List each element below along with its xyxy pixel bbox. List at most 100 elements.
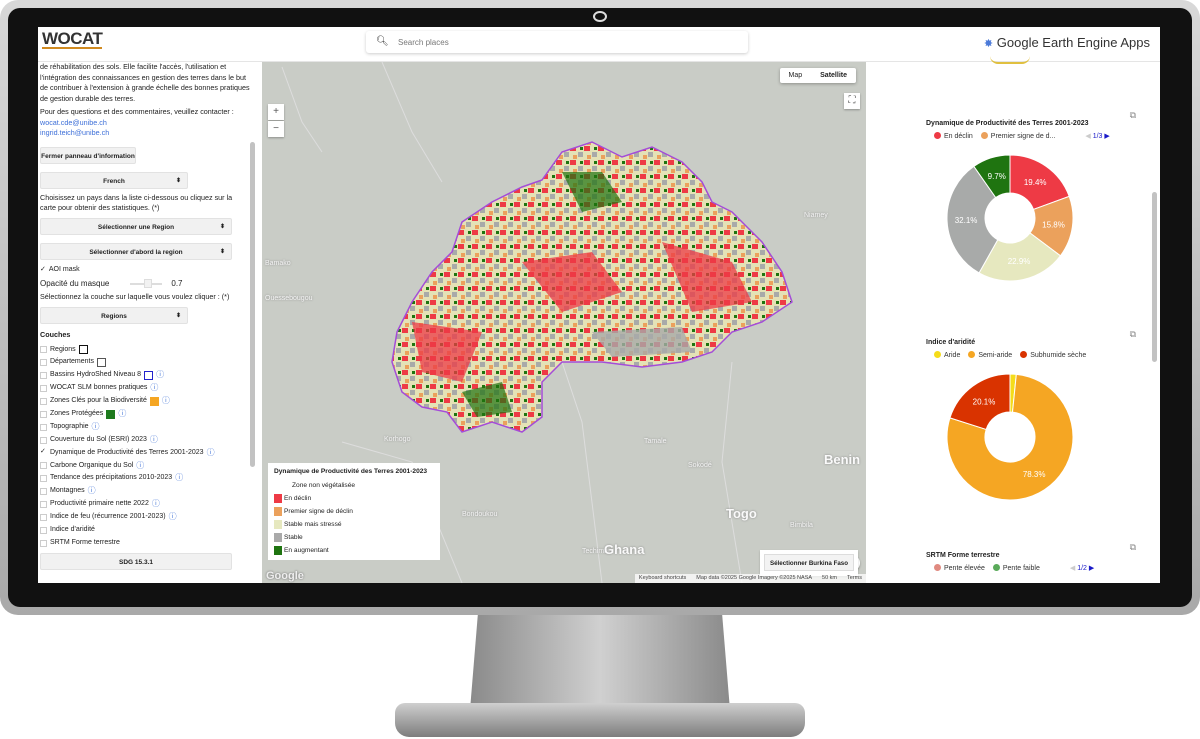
info-icon[interactable]: ⓘ [149, 434, 158, 444]
checkbox[interactable] [40, 436, 47, 444]
checkbox[interactable] [40, 526, 47, 534]
layer-item[interactable]: ✓ Dynamique de Productivité des Terres 20… [40, 447, 250, 460]
open-chart-external-icon[interactable]: ⧉ [1129, 542, 1136, 552]
sdg-button[interactable]: SDG 15.3.1 [40, 552, 232, 570]
subregion-select[interactable]: Sélectionner d'abord la region ⬍ [40, 242, 232, 260]
layer-item[interactable]: Zones Clés pour la Biodiversité ⓘ [40, 395, 250, 408]
info-icon[interactable]: ⓘ [206, 447, 215, 457]
layer-item[interactable]: Regions [40, 343, 250, 356]
next-page-icon[interactable]: ▶ [1104, 133, 1110, 140]
legend-pager[interactable]: ◀ 1/2 ▶ [1070, 564, 1094, 572]
info-icon[interactable]: ⓘ [91, 421, 100, 431]
checkbox[interactable] [40, 423, 47, 431]
layer-item[interactable]: Montagnes ⓘ [40, 485, 250, 498]
layer-item[interactable]: SRTM Forme terrestre [40, 537, 250, 550]
email-link[interactable]: wocat.cde@unibe.ch [40, 117, 107, 127]
language-select[interactable]: French ⬍ [40, 171, 188, 189]
email-link[interactable]: ingrid.teich@unibe.ch [40, 128, 110, 137]
chart-title: Dynamique de Productivité des Terres 200… [926, 120, 1089, 127]
donut-slice[interactable] [949, 373, 1011, 431]
checkbox[interactable] [40, 462, 47, 470]
info-icon[interactable]: ⓘ [168, 512, 177, 522]
legend-entry[interactable]: Premier signe de d... [980, 132, 1055, 140]
info-icon[interactable]: ⓘ [161, 396, 170, 406]
checkbox[interactable] [40, 372, 47, 380]
checkbox[interactable] [40, 346, 47, 354]
map-type-satellite[interactable]: Satellite [820, 72, 847, 79]
legend-item: Stable [274, 531, 434, 544]
layer-item[interactable]: Indice de feu (récurrence 2001-2023) ⓘ [40, 511, 250, 524]
chart-legend: En déclin Premier signe de d... ◀ 1/3 ▶ [934, 132, 1110, 140]
next-page-icon[interactable]: ▶ [1088, 565, 1095, 572]
checkbox[interactable] [40, 475, 47, 483]
legend-entry[interactable]: Aride [934, 351, 960, 359]
close-info-button[interactable]: Fermer panneau d'information [40, 146, 136, 164]
checkbox[interactable] [40, 488, 47, 496]
layer-item[interactable]: Productivité primaire nette 2022 ⓘ [40, 498, 250, 511]
legend-entry[interactable]: Pente élevée [934, 564, 985, 572]
checkbox[interactable] [40, 513, 47, 521]
legend-entry[interactable]: Pente faible [992, 564, 1040, 572]
zoom-in-button[interactable]: + [268, 104, 284, 120]
donut-slice[interactable] [978, 232, 1062, 282]
layer-item[interactable]: Tendance des précipitations 2010-2023 ⓘ [40, 472, 250, 485]
layer-item[interactable]: Carbone Organique du Sol ⓘ [40, 459, 250, 472]
legend-item: Premier signe de déclin [274, 505, 434, 518]
donut-slice[interactable] [946, 165, 999, 274]
right-scrollbar[interactable] [1152, 192, 1157, 362]
prev-page-icon[interactable]: ◀ [1069, 565, 1078, 572]
layer-item[interactable]: Indice d'aridité [40, 524, 250, 537]
aoi-mask-checkbox[interactable]: ✓ AOI mask [40, 264, 250, 277]
fullscreen-icon[interactable]: ⛶ [844, 93, 860, 109]
donut-slice[interactable] [973, 154, 1011, 199]
checkbox[interactable] [40, 539, 47, 547]
donut-slice[interactable] [946, 373, 1074, 501]
legend-entry[interactable]: Subhumide sèche [1020, 351, 1086, 359]
scale-bar[interactable]: 50 km [822, 575, 838, 581]
region-select[interactable]: Sélectionner une Region ⬍ [40, 217, 232, 235]
checkbox-checked[interactable]: ✓ [40, 448, 46, 456]
layer-item[interactable]: Zones Protégées ⓘ [40, 408, 250, 421]
open-chart-external-icon[interactable]: ⧉ [1129, 110, 1136, 120]
terms-link[interactable]: Terms [847, 575, 862, 581]
monitor-stand [470, 615, 730, 710]
layer-item[interactable]: Bassins HydroShed Niveau 8 ⓘ [40, 369, 250, 382]
layer-item[interactable]: Départements [40, 356, 250, 369]
legend-entry-label: Subhumide sèche [1030, 352, 1087, 359]
header: WOCAT 🔍︎ Search places ✸ Google Earth Eng… [38, 27, 1160, 62]
checkbox[interactable] [40, 359, 47, 367]
map[interactable]: Bamako Niamey Korhogo Tamale Bondoukou O… [262, 62, 866, 583]
click-layer-select[interactable]: Regions ⬍ [40, 306, 188, 324]
info-icon[interactable]: ⓘ [136, 460, 145, 470]
legend-swatch [274, 533, 282, 542]
prev-page-icon[interactable]: ◀ [1085, 133, 1093, 140]
layer-item[interactable]: WOCAT SLM bonnes pratiques ⓘ [40, 382, 250, 395]
intro-text: de réhabilitation des sols. Elle facilit… [40, 62, 250, 103]
checkbox[interactable] [40, 410, 47, 418]
checkbox[interactable] [40, 385, 47, 392]
search-places-input[interactable]: 🔍︎ Search places [366, 31, 748, 53]
keyboard-shortcuts-link[interactable]: Keyboard shortcuts [638, 575, 687, 581]
zoom-out-button[interactable]: − [268, 121, 284, 137]
info-icon[interactable]: ⓘ [175, 473, 184, 483]
aoi-mask-label: AOI mask [48, 265, 80, 273]
checkbox[interactable] [40, 501, 47, 509]
earth-engine-icon: ✸ [983, 38, 994, 50]
opacity-slider[interactable] [130, 279, 163, 289]
open-chart-external-icon[interactable]: ⧉ [1129, 329, 1136, 339]
legend-entry[interactable]: Semi-aride [968, 351, 1012, 359]
info-icon[interactable]: ⓘ [150, 383, 159, 393]
layer-item[interactable]: Couverture du Sol (ESRI) 2023 ⓘ [40, 434, 250, 447]
gee-apps-brand[interactable]: ✸ Google Earth Engine Apps [984, 35, 1150, 50]
info-icon[interactable]: ⓘ [151, 499, 160, 509]
left-scrollbar[interactable] [250, 142, 255, 467]
checkbox[interactable] [40, 397, 47, 405]
legend-pager[interactable]: ◀ 1/3 ▶ [1085, 132, 1109, 140]
info-icon[interactable]: ⓘ [118, 409, 127, 419]
map-type-map[interactable]: Map [788, 72, 803, 79]
legend-entry[interactable]: En déclin [934, 132, 973, 140]
info-icon[interactable]: ⓘ [87, 486, 96, 496]
select-burkina-faso-button[interactable]: Sélectionner Burkina Faso [764, 554, 854, 571]
info-icon[interactable]: ⓘ [156, 370, 165, 380]
layer-item[interactable]: Topographie ⓘ [40, 421, 250, 434]
